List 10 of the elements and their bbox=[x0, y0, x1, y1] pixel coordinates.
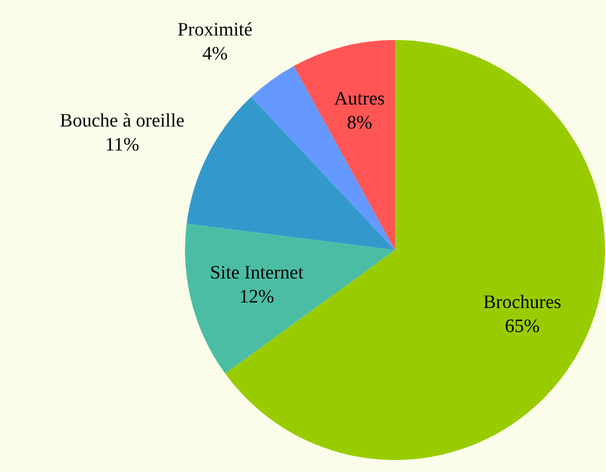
data-label: 8% bbox=[346, 112, 372, 134]
slice-label: Proximité bbox=[178, 20, 252, 41]
data-label: 12% bbox=[239, 286, 274, 308]
data-label: 4% bbox=[202, 44, 228, 65]
slice-label: Bouche à oreille bbox=[60, 110, 184, 132]
data-label: 65% bbox=[504, 316, 540, 337]
data-label: 11% bbox=[105, 134, 140, 156]
slice-label: Brochures bbox=[483, 292, 562, 313]
slice-label: Site Internet bbox=[210, 262, 304, 284]
slice-label: Autres bbox=[334, 88, 385, 110]
